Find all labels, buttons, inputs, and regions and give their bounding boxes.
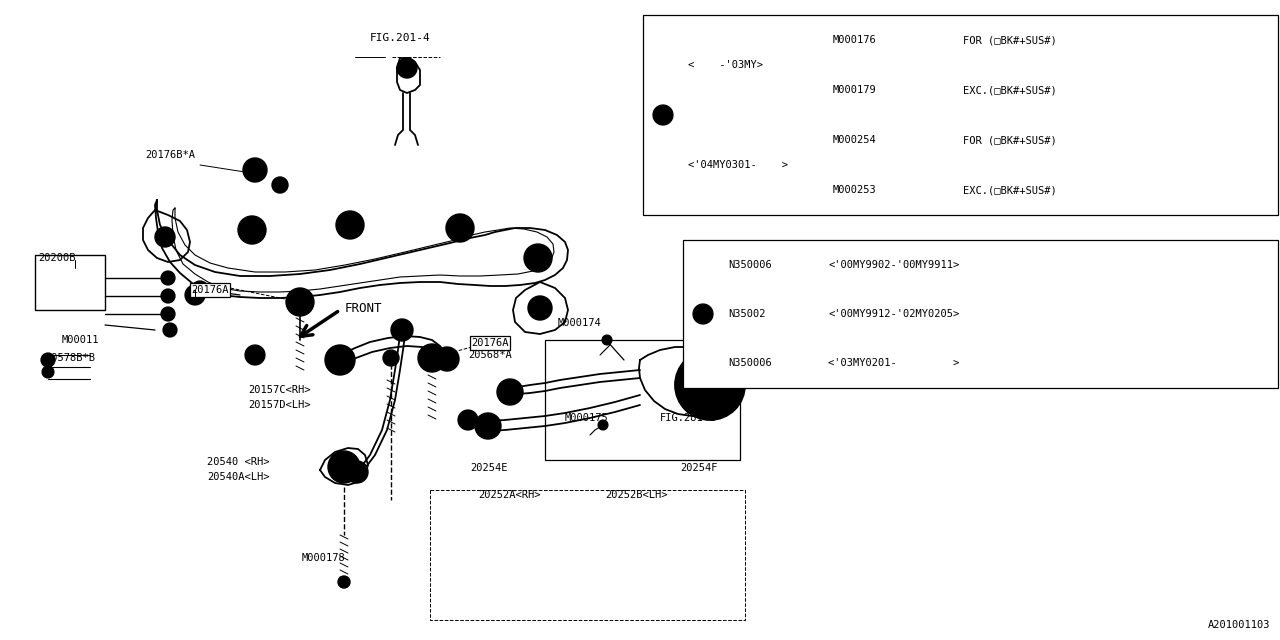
Circle shape: [338, 576, 349, 588]
Circle shape: [161, 271, 175, 285]
Circle shape: [445, 214, 474, 242]
Text: N350006: N350006: [728, 259, 772, 269]
Circle shape: [653, 105, 673, 125]
Circle shape: [346, 461, 369, 483]
Circle shape: [155, 227, 175, 247]
Text: 20252B<LH>: 20252B<LH>: [605, 490, 667, 500]
Circle shape: [524, 244, 552, 272]
Circle shape: [598, 420, 608, 430]
Circle shape: [42, 366, 54, 378]
Text: 2: 2: [252, 350, 259, 360]
Circle shape: [186, 285, 205, 305]
Circle shape: [402, 63, 412, 73]
Circle shape: [475, 413, 500, 439]
Circle shape: [273, 177, 288, 193]
Circle shape: [325, 345, 355, 375]
Bar: [545, 340, 740, 460]
Text: FRONT: FRONT: [346, 301, 383, 314]
Bar: [684, 240, 1277, 388]
Circle shape: [532, 252, 544, 264]
Text: 20252A<RH>: 20252A<RH>: [477, 490, 540, 500]
Circle shape: [435, 347, 460, 371]
Text: EXC.(□BK#+SUS#): EXC.(□BK#+SUS#): [963, 85, 1057, 95]
Circle shape: [454, 222, 466, 234]
Circle shape: [163, 323, 177, 337]
Circle shape: [390, 319, 413, 341]
Bar: [643, 15, 1277, 215]
Text: <'00MY9912-'02MY0205>: <'00MY9912-'02MY0205>: [828, 308, 959, 319]
Text: <    -'03MY>: < -'03MY>: [689, 60, 763, 70]
Circle shape: [328, 451, 360, 483]
Text: <'04MY0301-    >: <'04MY0301- >: [689, 160, 788, 170]
Circle shape: [337, 211, 364, 239]
Circle shape: [191, 281, 209, 299]
Text: A201001103: A201001103: [1207, 620, 1270, 630]
Text: 1: 1: [192, 290, 198, 300]
Text: M000253: M000253: [833, 185, 877, 195]
Text: 20157D<LH>: 20157D<LH>: [248, 400, 311, 410]
Text: 20176A: 20176A: [191, 285, 229, 295]
Circle shape: [529, 296, 552, 320]
Circle shape: [675, 350, 745, 420]
Text: 20176A: 20176A: [471, 338, 508, 348]
Text: 20200B: 20200B: [38, 253, 76, 263]
Circle shape: [246, 224, 259, 236]
Bar: [35, 255, 105, 310]
Circle shape: [419, 344, 445, 372]
Text: M000178: M000178: [302, 553, 346, 563]
Text: FIG.281-1: FIG.281-1: [660, 413, 717, 423]
Text: M000179: M000179: [833, 85, 877, 95]
Text: 2: 2: [465, 415, 471, 425]
Text: 20540 <RH>: 20540 <RH>: [207, 457, 270, 467]
Text: 1: 1: [700, 309, 707, 319]
Circle shape: [458, 410, 477, 430]
Circle shape: [497, 379, 524, 405]
Text: 20568*A: 20568*A: [468, 350, 512, 360]
Text: <'03MY0201-         >: <'03MY0201- >: [828, 358, 959, 367]
Text: FIG.201-4: FIG.201-4: [370, 33, 431, 43]
Circle shape: [689, 363, 732, 407]
Text: 20578B*B: 20578B*B: [45, 353, 95, 363]
Circle shape: [692, 304, 713, 324]
Text: M000254: M000254: [833, 135, 877, 145]
Text: M00011: M00011: [61, 335, 100, 345]
Text: N350006: N350006: [728, 358, 772, 367]
Circle shape: [161, 289, 175, 303]
Text: M000174: M000174: [558, 318, 602, 328]
Text: 20254E: 20254E: [470, 463, 507, 473]
Text: 20254F: 20254F: [680, 463, 718, 473]
Text: EXC.(□BK#+SUS#): EXC.(□BK#+SUS#): [963, 185, 1057, 195]
Circle shape: [602, 335, 612, 345]
Text: <'00MY9902-'00MY9911>: <'00MY9902-'00MY9911>: [828, 259, 959, 269]
Circle shape: [397, 58, 417, 78]
Text: N35002: N35002: [728, 308, 765, 319]
Circle shape: [243, 158, 268, 182]
Text: 20176B*A: 20176B*A: [145, 150, 195, 160]
Text: FOR (□BK#+SUS#): FOR (□BK#+SUS#): [963, 135, 1057, 145]
Text: M000175: M000175: [564, 413, 609, 423]
Text: M000176: M000176: [833, 35, 877, 45]
Circle shape: [383, 350, 399, 366]
Circle shape: [285, 288, 314, 316]
Text: FOR (□BK#+SUS#): FOR (□BK#+SUS#): [963, 35, 1057, 45]
Circle shape: [238, 216, 266, 244]
Text: 20540A<LH>: 20540A<LH>: [207, 472, 270, 482]
Circle shape: [244, 345, 265, 365]
Text: 2: 2: [659, 110, 667, 120]
Circle shape: [41, 353, 55, 367]
Circle shape: [344, 219, 356, 231]
Text: 20157C<RH>: 20157C<RH>: [248, 385, 311, 395]
Circle shape: [161, 307, 175, 321]
